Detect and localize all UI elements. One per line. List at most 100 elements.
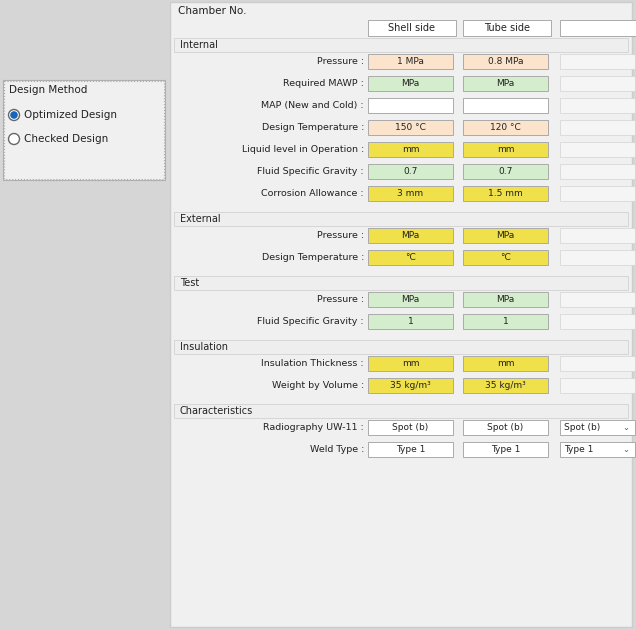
Text: ⌄: ⌄	[623, 445, 630, 454]
Bar	[560, 186, 635, 201]
Bar	[4, 81, 164, 179]
Text: Type 1: Type 1	[396, 445, 425, 454]
Bar	[174, 404, 628, 418]
Text: Design Temperature :: Design Temperature :	[261, 123, 364, 132]
Bar	[560, 356, 635, 371]
Bar	[368, 356, 453, 371]
Text: °C: °C	[405, 253, 416, 262]
Text: 3 mm: 3 mm	[398, 189, 424, 198]
Text: 150 °C: 150 °C	[395, 123, 426, 132]
Text: mm: mm	[402, 359, 419, 368]
Bar	[463, 76, 548, 91]
Bar	[368, 228, 453, 243]
Bar	[368, 98, 453, 113]
Bar	[368, 142, 453, 157]
Bar	[560, 292, 635, 307]
Text: MPa: MPa	[496, 231, 515, 240]
Text: °C: °C	[500, 253, 511, 262]
Bar	[368, 20, 456, 36]
Bar	[368, 442, 453, 457]
Bar	[174, 212, 628, 226]
Text: Spot (b): Spot (b)	[392, 423, 429, 432]
Bar	[463, 314, 548, 329]
Text: 0.8 MPa: 0.8 MPa	[488, 57, 523, 66]
Bar	[368, 250, 453, 265]
Text: Pressure :: Pressure :	[317, 231, 364, 240]
Circle shape	[10, 112, 18, 119]
Text: Fluid Specific Gravity :: Fluid Specific Gravity :	[258, 167, 364, 176]
Text: Design Method: Design Method	[9, 85, 87, 95]
Bar	[463, 378, 548, 393]
Text: Insulation: Insulation	[180, 342, 228, 352]
Bar	[463, 142, 548, 157]
Bar	[368, 292, 453, 307]
Text: Chamber No.: Chamber No.	[178, 6, 247, 16]
Bar	[174, 276, 628, 290]
Bar	[463, 20, 551, 36]
Bar	[463, 292, 548, 307]
Text: 35 kg/m³: 35 kg/m³	[390, 381, 431, 390]
Bar	[560, 20, 636, 36]
Text: 0.7: 0.7	[499, 167, 513, 176]
Text: Pressure :: Pressure :	[317, 295, 364, 304]
Circle shape	[8, 110, 20, 120]
Bar	[368, 314, 453, 329]
Text: External: External	[180, 214, 221, 224]
Text: Weld Type :: Weld Type :	[310, 445, 364, 454]
Text: Design Temperature :: Design Temperature :	[261, 253, 364, 262]
Bar	[560, 250, 635, 265]
Text: ⌄: ⌄	[623, 423, 630, 432]
Bar	[170, 2, 632, 627]
Text: MAP (New and Cold) :: MAP (New and Cold) :	[261, 101, 364, 110]
Bar	[560, 378, 635, 393]
Text: Radiography UW-11 :: Radiography UW-11 :	[263, 423, 364, 432]
Bar	[3, 80, 165, 180]
Bar	[368, 120, 453, 135]
Bar	[560, 228, 635, 243]
Text: 1.5 mm: 1.5 mm	[488, 189, 523, 198]
Text: Test: Test	[180, 278, 199, 288]
Bar	[560, 120, 635, 135]
Bar	[463, 98, 548, 113]
Text: Weight by Volume :: Weight by Volume :	[272, 381, 364, 390]
Circle shape	[8, 134, 20, 144]
Text: 0.7: 0.7	[403, 167, 418, 176]
Text: Optimized Design: Optimized Design	[24, 110, 117, 120]
Bar	[368, 186, 453, 201]
Text: 1 MPa: 1 MPa	[397, 57, 424, 66]
Text: Insulation Thickness :: Insulation Thickness :	[261, 359, 364, 368]
Text: MPa: MPa	[496, 295, 515, 304]
Bar	[560, 76, 635, 91]
Text: mm: mm	[402, 145, 419, 154]
Bar	[463, 120, 548, 135]
Text: 120 °C: 120 °C	[490, 123, 521, 132]
Bar	[174, 38, 628, 52]
Bar	[560, 314, 635, 329]
Bar	[368, 164, 453, 179]
Bar	[368, 54, 453, 69]
Text: 1: 1	[502, 317, 508, 326]
Bar	[560, 442, 635, 457]
Text: Spot (b): Spot (b)	[564, 423, 600, 432]
Text: MPa: MPa	[401, 79, 420, 88]
Text: Pressure :: Pressure :	[317, 57, 364, 66]
Bar	[463, 54, 548, 69]
Text: MPa: MPa	[496, 79, 515, 88]
Bar	[368, 76, 453, 91]
Bar	[463, 420, 548, 435]
Text: Type 1: Type 1	[491, 445, 520, 454]
Bar	[560, 420, 635, 435]
Text: Characteristics: Characteristics	[180, 406, 253, 416]
Text: Tube side: Tube side	[484, 23, 530, 33]
Text: Corrosion Allowance :: Corrosion Allowance :	[261, 189, 364, 198]
Bar	[463, 228, 548, 243]
Text: Liquid level in Operation :: Liquid level in Operation :	[242, 145, 364, 154]
Text: Internal: Internal	[180, 40, 218, 50]
Text: Checked Design: Checked Design	[24, 134, 108, 144]
Text: mm: mm	[497, 145, 515, 154]
Text: mm: mm	[497, 359, 515, 368]
Bar	[560, 98, 635, 113]
Bar	[463, 186, 548, 201]
Text: MPa: MPa	[401, 295, 420, 304]
Text: Spot (b): Spot (b)	[487, 423, 523, 432]
